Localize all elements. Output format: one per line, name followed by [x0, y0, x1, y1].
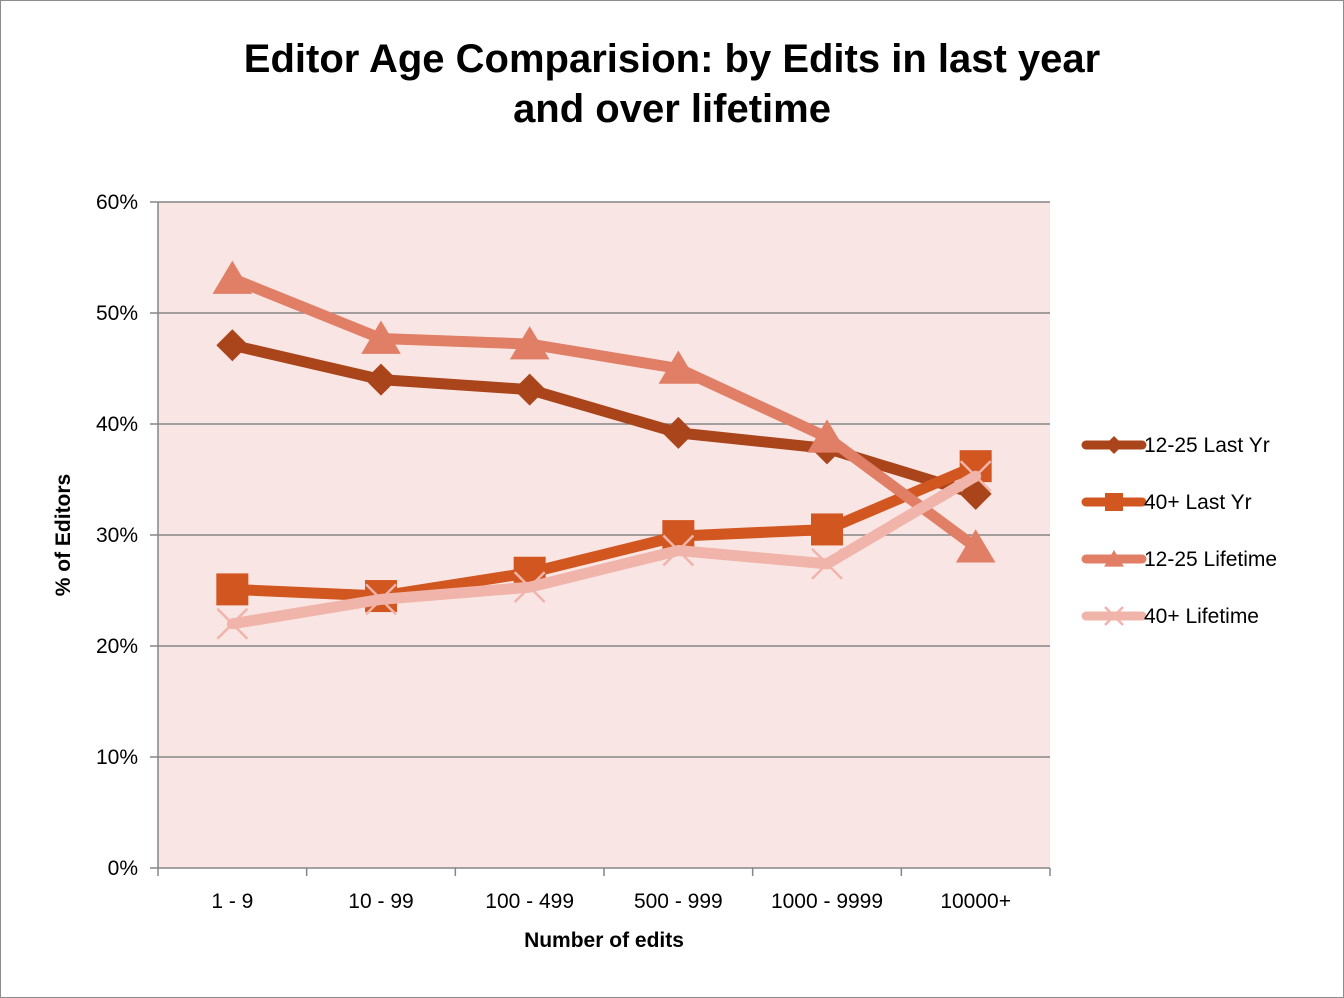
data-point [807, 419, 847, 453]
legend-item: 12-25 Lifetime [1081, 548, 1277, 571]
data-point [365, 363, 397, 396]
gridlines [150, 201, 1050, 869]
x-tick-label: 1 - 9 [211, 890, 253, 913]
y-tick-label: 50% [96, 302, 138, 325]
chart-title-line-1: Editor Age Comparision: by Edits in last… [243, 37, 1101, 81]
data-point [365, 583, 397, 616]
x-tick-labels: 1 - 9 10 - 99 100 - 499 500 - 999 1000 - 999… [211, 890, 1011, 913]
series-line [226, 273, 982, 553]
series-line [226, 460, 982, 602]
legend-item: 40+ Last Yr [1081, 491, 1252, 514]
legend-marker [1105, 493, 1123, 511]
data-point [662, 534, 695, 567]
legend-label: 40+ Last Yr [1144, 491, 1252, 514]
data-point [212, 260, 253, 294]
x-tick-label: 10 - 99 [348, 890, 413, 913]
series-3 [212, 260, 996, 563]
data-point [509, 326, 550, 360]
data-point [959, 460, 992, 493]
y-tick-label: 40% [96, 413, 138, 436]
legend-item: 12-25 Last Yr [1081, 434, 1270, 457]
data-point [658, 350, 699, 384]
data-point [513, 571, 546, 604]
data-point [955, 529, 996, 563]
legend-marker [1104, 606, 1124, 626]
axes [157, 202, 1051, 876]
series-4 [216, 460, 992, 640]
legend-item: 40+ Lifetime [1081, 605, 1259, 628]
legend-label: 40+ Lifetime [1144, 605, 1259, 628]
x-tick-label: 1000 - 9999 [771, 890, 883, 913]
chart-title-line-2: and over lifetime [513, 87, 831, 131]
y-tick-label: 20% [96, 635, 138, 658]
x-axis-label: Number of edits [524, 929, 684, 952]
y-tick-label: 60% [96, 191, 138, 214]
legend-marker [1105, 436, 1123, 454]
x-tick-label: 100 - 499 [485, 890, 574, 913]
data-point [216, 573, 249, 606]
legend-label: 12-25 Lifetime [1144, 548, 1277, 571]
data-point [216, 329, 249, 362]
x-tick-label: 10000+ [940, 890, 1011, 913]
data-point [513, 373, 546, 406]
data-point [811, 547, 843, 580]
data-point [361, 320, 401, 354]
chart-title: Editor Age Comparision: by Edits in last… [0, 34, 1344, 134]
y-axis-label: % of Editors [52, 474, 75, 597]
y-tick-label: 30% [96, 524, 138, 547]
y-tick-label: 10% [96, 746, 138, 769]
data-point [811, 513, 843, 546]
legend-label: 12-25 Last Yr [1144, 434, 1270, 457]
x-tick-label: 500 - 999 [634, 890, 723, 913]
legend-marker [1104, 550, 1124, 567]
series-group [212, 260, 996, 640]
series-line [226, 470, 982, 630]
legend: 12-25 Last Yr 40+ Last Yr 12-25 Lifetime 40… [1081, 434, 1277, 628]
y-tick-labels: 0% 10% 20% 30% 40% 50% 60% [96, 191, 138, 880]
data-point [216, 607, 249, 640]
data-point [662, 416, 695, 449]
y-tick-label: 0% [108, 857, 138, 880]
